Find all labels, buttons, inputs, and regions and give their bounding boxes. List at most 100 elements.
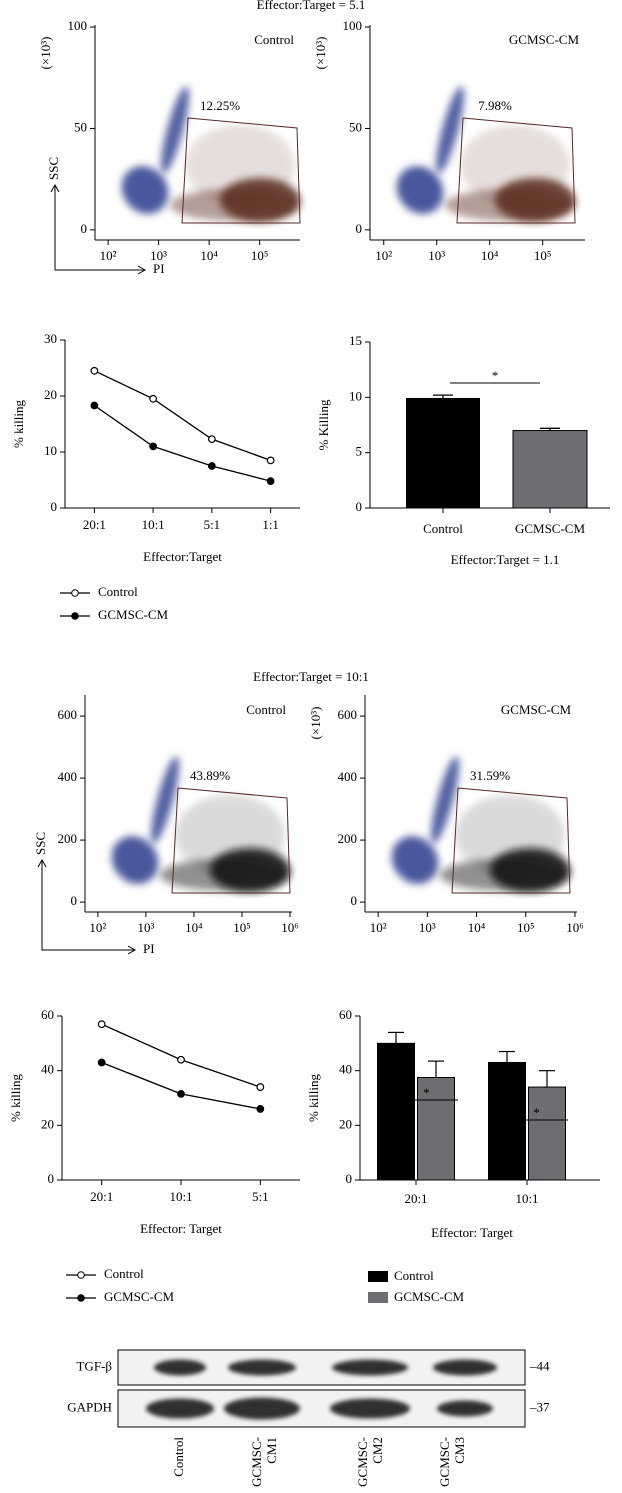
x-tick-label: 10³ <box>419 920 436 935</box>
y-unit: (×10³) <box>308 707 323 740</box>
point <box>266 456 275 465</box>
y-tick-label: 400 <box>58 769 78 784</box>
band <box>224 1397 300 1420</box>
event-cloud <box>111 836 159 884</box>
lane-label: GCMSC- CM3 <box>437 1437 467 1487</box>
x-tick-label: 20:1 <box>90 1189 113 1204</box>
point <box>90 366 99 375</box>
y-tick-label: 200 <box>58 831 78 846</box>
gate <box>171 787 291 894</box>
y-tick-label: 20 <box>41 1116 54 1131</box>
y-axis-label: % killing <box>11 399 26 448</box>
bar <box>512 430 588 509</box>
significance: * <box>423 1085 430 1100</box>
y-tick-label: 50 <box>349 119 362 134</box>
x-tick-label: 5:1 <box>204 517 221 532</box>
x-axis-label: Effector:Target <box>143 549 222 564</box>
series-line <box>94 370 271 462</box>
y-tick-label: 0 <box>351 893 358 908</box>
event-cloud <box>391 836 439 884</box>
point <box>149 442 158 451</box>
x-axis-label: Effector: Target <box>431 1225 513 1240</box>
y-tick-label: 0 <box>356 499 363 514</box>
band <box>146 1398 214 1419</box>
legend-marker <box>71 589 79 597</box>
lane-label: GCMSC- CM1 <box>249 1437 279 1487</box>
y-tick-label: 600 <box>58 707 78 722</box>
event-cloud <box>455 795 565 875</box>
gate-label: 31.59% <box>470 768 510 783</box>
y-tick-label: 20 <box>339 1116 352 1131</box>
gate <box>451 787 571 894</box>
lane-label-line: CM1 <box>264 1437 279 1464</box>
x-tick-label: GCMSC-CM <box>515 521 586 536</box>
legend-label: Control <box>104 1266 144 1281</box>
x-tick-label: 20:1 <box>404 1191 427 1206</box>
series-line <box>94 404 271 482</box>
event-cloud <box>460 125 570 205</box>
lane-label-line: Control <box>171 1437 186 1477</box>
gate <box>181 117 301 224</box>
y-tick-label: 10 <box>349 388 362 403</box>
x-tick-label: 10³ <box>137 920 154 935</box>
x-tick-label: 10³ <box>150 248 167 263</box>
x-tick-label: 10⁶ <box>281 920 299 935</box>
point <box>177 1089 185 1098</box>
y-axis-label: SSC <box>46 157 61 180</box>
x-tick-label: 10² <box>100 248 117 263</box>
legend-label: GCMSC-CM <box>394 1289 465 1304</box>
legend-marker <box>77 1271 85 1279</box>
legend-label: Control <box>394 1268 434 1283</box>
blot-row-label: TGF-β <box>76 1358 112 1373</box>
point <box>97 1058 106 1067</box>
event-cloud <box>121 166 169 214</box>
series-line <box>101 1061 261 1110</box>
point <box>97 1020 106 1029</box>
y-tick-label: 50 <box>74 119 87 134</box>
lane-label: Control <box>171 1437 186 1477</box>
band <box>437 1400 493 1417</box>
legend-label: GCMSC-CM <box>98 607 169 622</box>
y-tick-label: 0 <box>71 893 78 908</box>
panel-label: GCMSC-CM <box>509 32 580 47</box>
y-tick-label: 0 <box>356 221 363 236</box>
x-tick-label: 1:1 <box>262 517 279 532</box>
y-tick-label: 20 <box>44 387 57 402</box>
panel-label: Control <box>246 702 286 717</box>
y-tick-label: 0 <box>48 1171 55 1186</box>
panel-title: Effector:Target = 10:1 <box>253 669 369 684</box>
bar <box>377 1042 415 1181</box>
y-tick-label: 0 <box>346 1171 353 1186</box>
point <box>177 1055 185 1064</box>
band <box>228 1359 296 1376</box>
event-cloud <box>175 795 285 875</box>
band <box>433 1359 497 1376</box>
event-cloud <box>185 125 295 205</box>
point <box>256 1105 265 1113</box>
x-tick-label: Control <box>423 521 463 536</box>
y-unit: (×10³) <box>313 37 328 70</box>
significance: * <box>533 1105 540 1120</box>
x-tick-label: 10² <box>370 920 387 935</box>
y-tick-label: 200 <box>338 831 358 846</box>
blot-marker: –37 <box>529 1399 550 1414</box>
y-axis-label: % killing <box>8 1073 23 1122</box>
band <box>332 1359 408 1376</box>
x-tick-label: 10⁵ <box>251 248 269 263</box>
y-tick-label: 400 <box>338 769 358 784</box>
x-tick-label: 10² <box>375 248 392 263</box>
x-axis-label: PI <box>143 941 155 956</box>
y-unit: (×10³) <box>38 37 53 70</box>
point <box>266 477 275 486</box>
x-tick-label: 10⁵ <box>233 920 251 935</box>
x-tick-label: 10:1 <box>515 1191 538 1206</box>
y-axis-label: % killing <box>306 1073 321 1122</box>
x-tick-label: 10:1 <box>169 1189 192 1204</box>
y-axis-label: % Killing <box>316 399 331 450</box>
x-tick-label: 10⁴ <box>200 248 218 263</box>
lane-label-line: GCMSC- <box>355 1437 370 1487</box>
y-tick-label: 30 <box>44 331 57 346</box>
y-tick-label: 0 <box>81 221 88 236</box>
y-tick-label: 40 <box>41 1062 54 1077</box>
